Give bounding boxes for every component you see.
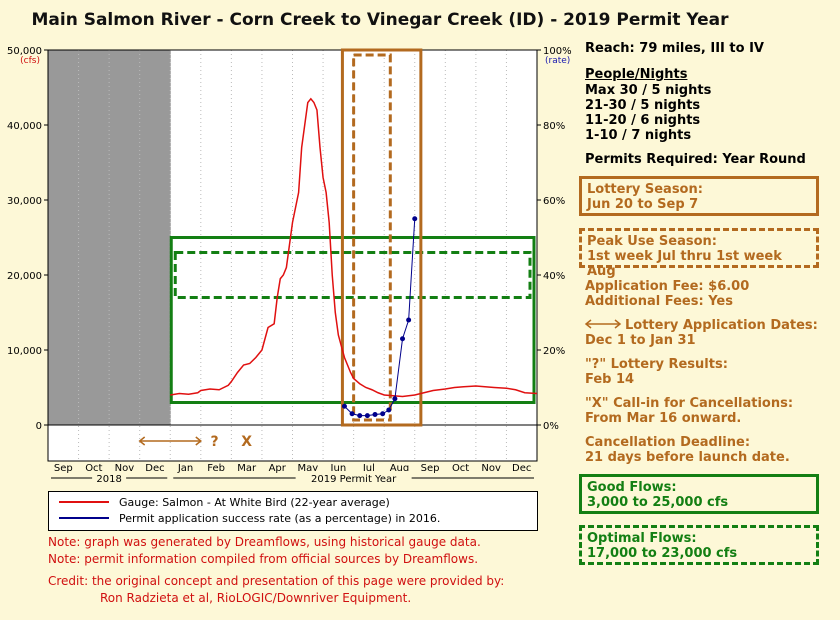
- right-tick-label: 20%: [543, 346, 565, 357]
- peak-season-label: Peak Use Season:: [587, 234, 717, 249]
- good-flows-range: 3,000 to 25,000 cfs: [587, 495, 729, 510]
- success-rate-point: [341, 403, 347, 409]
- peak-season-dates: 1st week Jul thru 1st week Aug: [587, 249, 782, 279]
- optimal-flows-band: [173, 251, 532, 299]
- right-tick-label: 0%: [543, 421, 559, 432]
- plot-frame: [47, 49, 538, 462]
- right-tick-label: 100%: [543, 46, 572, 57]
- month-label: Jun: [330, 463, 347, 474]
- lottery-results-label: "?" Lottery Results:: [585, 357, 728, 372]
- lottery-season-label: Lottery Season:: [587, 182, 703, 197]
- success-rate-point: [406, 317, 412, 323]
- year-2018-bg: [92, 471, 127, 484]
- call-in-marker: X: [241, 434, 252, 450]
- application-dates: Dec 1 to Jan 31: [585, 333, 696, 348]
- month-label: Dec: [145, 463, 164, 474]
- legend-rate-swatch: [59, 517, 109, 519]
- good-flows-label: Good Flows:: [587, 480, 677, 495]
- note-compiled: Note: permit information compiled from o…: [48, 552, 479, 566]
- cancellation-deadline: 21 days before launch date.: [585, 450, 790, 465]
- application-dates-label: Lottery Application Dates:: [625, 318, 818, 333]
- good-flows-band: [169, 236, 536, 404]
- year-2019-bg: [295, 471, 412, 484]
- month-label: Aug: [390, 463, 410, 474]
- left-tick-label: 10,000: [7, 346, 42, 357]
- month-label: Sep: [54, 463, 73, 474]
- month-label: Feb: [207, 463, 225, 474]
- month-label: Nov: [481, 463, 501, 474]
- month-label: Oct: [85, 463, 102, 474]
- additional-fees: Additional Fees: Yes: [585, 294, 733, 309]
- legend-rate: Permit application success rate (as a pe…: [59, 511, 440, 525]
- people-heading: People/Nights: [585, 67, 688, 82]
- lottery-results-marker: ?: [211, 434, 219, 450]
- people-row-4: 1-10 / 7 nights: [585, 128, 692, 143]
- flow-chart: 0 10,000 20,000 30,000 40,000 50,000(cfs) 0% 20…: [7, 46, 572, 485]
- success-rate-point: [386, 407, 392, 413]
- lottery-season-box: Lottery Season: Jun 20 to Sep 7: [579, 176, 819, 216]
- page-title: Main Salmon River - Corn Creek to Vinega…: [31, 10, 729, 30]
- month-label: Dec: [512, 463, 531, 474]
- double-arrow-icon: [584, 319, 622, 329]
- legend-gauge-label: Gauge: Salmon - At White Bird (22-year a…: [119, 495, 390, 509]
- legend-gauge: Gauge: Salmon - At White Bird (22-year a…: [59, 495, 390, 509]
- month-label: Jan: [177, 463, 193, 474]
- credit-line: Credit: the original concept and present…: [48, 574, 505, 588]
- people-row-3: 11-20 / 6 nights: [585, 113, 701, 128]
- call-in-dates: From Mar 16 onward.: [585, 411, 742, 426]
- peak-season-band: [352, 53, 392, 422]
- arrow-head-left: [138, 436, 146, 446]
- left-tick-label: 50,000: [7, 46, 42, 57]
- optimal-flows-range: 17,000 to 23,000 cfs: [587, 546, 738, 561]
- optimal-flows-label: Optimal Flows:: [587, 531, 697, 546]
- success-rate-point: [364, 413, 370, 419]
- success-rate-point: [357, 413, 363, 419]
- note-generated: Note: graph was generated by Dreamflows,…: [48, 535, 481, 549]
- left-tick-label: 40,000: [7, 121, 42, 132]
- optimal-flows-box: Optimal Flows: 17,000 to 23,000 cfs: [579, 525, 819, 565]
- application-fee: Application Fee: $6.00: [585, 279, 750, 294]
- month-label: May: [297, 463, 318, 474]
- people-row-1: Max 30 / 5 nights: [585, 83, 712, 98]
- permits-required: Permits Required: Year Round: [585, 152, 806, 167]
- month-label: Sep: [421, 463, 440, 474]
- chart-legend: Gauge: Salmon - At White Bird (22-year a…: [48, 491, 538, 531]
- month-label: Apr: [269, 463, 287, 474]
- left-tick-label: 20,000: [7, 271, 42, 282]
- left-tick-label: 30,000: [7, 196, 42, 207]
- lottery-season-dates: Jun 20 to Sep 7: [587, 197, 699, 212]
- peak-season-box: Peak Use Season: 1st week Jul thru 1st w…: [579, 228, 819, 279]
- year-2019-label: 2019 Permit Year: [311, 474, 397, 485]
- month-label: Mar: [237, 463, 257, 474]
- left-axis-label: (cfs): [20, 56, 40, 66]
- people-row-2: 21-30 / 5 nights: [585, 98, 701, 113]
- right-tick-label: 80%: [543, 121, 565, 132]
- month-label: Oct: [452, 463, 469, 474]
- lottery-results-date: Feb 14: [585, 372, 635, 387]
- month-label: Nov: [115, 463, 135, 474]
- success-rate-point: [349, 411, 355, 417]
- credit-names: Ron Radzieta et al, RioLOGIC/Downriver E…: [100, 591, 412, 605]
- gauge-flow-line: [170, 97, 538, 398]
- month-label: Jul: [362, 463, 375, 474]
- cancellation-deadline-label: Cancellation Deadline:: [585, 435, 751, 450]
- reach-text: Reach: 79 miles, III to IV: [585, 41, 764, 56]
- right-axis-label: (rate): [545, 56, 570, 66]
- good-flows-box: Good Flows: 3,000 to 25,000 cfs: [579, 474, 819, 514]
- success-rate-point: [380, 411, 386, 417]
- arrow-head-right: [195, 436, 203, 446]
- call-in-label: "X" Call-in for Cancellations:: [585, 396, 794, 411]
- right-tick-label: 40%: [543, 271, 565, 282]
- success-rate-point: [392, 396, 398, 402]
- right-tick-label: 60%: [543, 196, 565, 207]
- success-rate-point: [412, 216, 418, 222]
- year-2018-label: 2018: [96, 474, 121, 485]
- success-rate-point: [400, 336, 406, 342]
- legend-gauge-swatch: [59, 501, 109, 503]
- lottery-season-band: [340, 48, 423, 427]
- left-tick-label: 0: [36, 421, 42, 432]
- legend-rate-label: Permit application success rate (as a pe…: [119, 511, 441, 525]
- success-rate-point: [372, 412, 378, 417]
